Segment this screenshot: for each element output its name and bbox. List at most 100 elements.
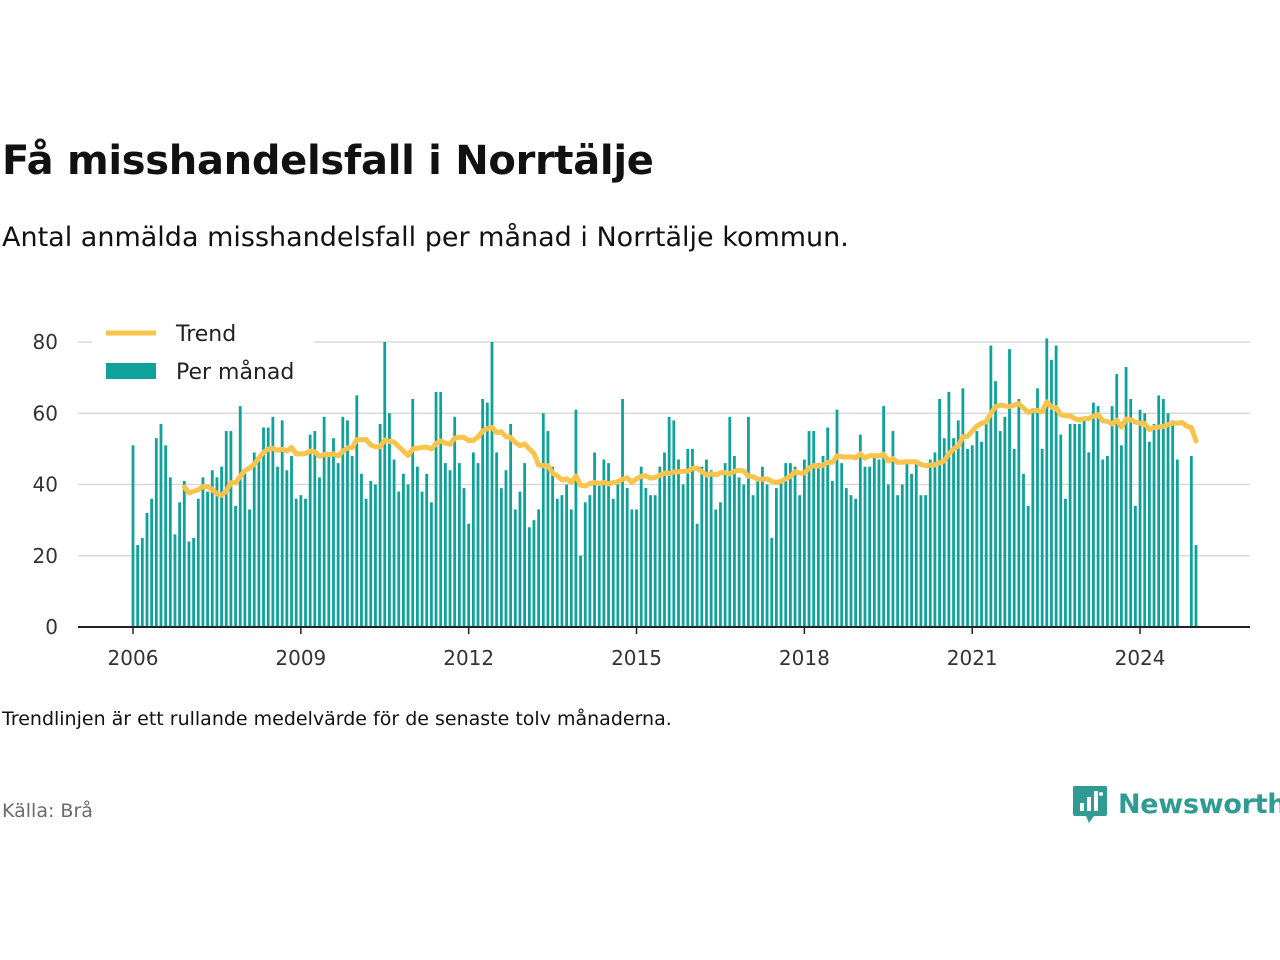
bar [495, 452, 499, 627]
bar [765, 484, 769, 627]
bar [975, 431, 979, 627]
bar [919, 495, 923, 627]
bar [182, 480, 186, 627]
bar [723, 463, 727, 627]
bar [332, 438, 335, 627]
bar [998, 431, 1002, 627]
bar [733, 456, 736, 627]
bar [597, 484, 601, 627]
bar [304, 498, 307, 627]
bar [1101, 459, 1105, 627]
bar [807, 431, 811, 627]
bar [252, 452, 256, 627]
bar [630, 509, 634, 627]
bar [868, 466, 872, 627]
bar [686, 448, 690, 627]
bar [201, 477, 205, 627]
chart-subtitle: Antal anmälda misshandelsfall per månad … [2, 222, 849, 253]
x-tick-label: 2012 [443, 646, 494, 670]
bar [537, 509, 541, 627]
bar [663, 452, 666, 627]
bar [961, 388, 965, 627]
bar [402, 473, 405, 627]
bar [788, 463, 792, 627]
y-tick-label: 20 [33, 544, 58, 568]
bar [1115, 374, 1119, 627]
bar [178, 502, 182, 627]
bar [276, 466, 279, 627]
bar [224, 431, 228, 627]
bar [1161, 399, 1165, 627]
bar [900, 484, 904, 627]
bar [355, 395, 359, 627]
bar [1064, 498, 1067, 627]
bar [322, 416, 326, 627]
bar [150, 498, 154, 627]
bar [518, 491, 522, 627]
bar [928, 459, 932, 627]
bar [802, 459, 806, 627]
bar [774, 488, 778, 627]
bar [397, 491, 401, 627]
bar [206, 491, 209, 627]
bar [1012, 448, 1016, 627]
bar [215, 477, 219, 627]
bar [187, 541, 191, 627]
bar [336, 463, 340, 627]
bar [1003, 416, 1007, 627]
bar [1096, 406, 1100, 627]
bar [677, 459, 680, 627]
bar [499, 488, 503, 627]
bar [313, 431, 317, 627]
y-tick-labels: 0 20 40 60 80 [33, 330, 58, 639]
y-tick-label: 60 [33, 401, 58, 425]
bar [294, 498, 298, 627]
bar [471, 452, 475, 627]
bar [1078, 423, 1081, 627]
bar [490, 342, 494, 627]
bar [364, 498, 368, 627]
bar [411, 399, 415, 627]
source-text: Källa: Brå [2, 800, 93, 822]
bar [854, 498, 858, 627]
bar [583, 502, 587, 627]
bar [728, 416, 732, 627]
bar [136, 545, 140, 627]
bar [812, 431, 816, 627]
bar [1045, 338, 1049, 627]
x-tick-label: 2015 [611, 646, 662, 670]
bar [457, 463, 461, 627]
bar [611, 498, 615, 627]
bar [705, 459, 708, 627]
bar [1050, 359, 1053, 627]
bar [280, 420, 284, 627]
legend: Trend Per månad [92, 315, 314, 393]
legend-bar-label: Per månad [176, 359, 294, 385]
y-tick-label: 40 [33, 473, 58, 497]
bar [970, 445, 974, 627]
bar [877, 459, 881, 627]
bar [560, 495, 564, 627]
bar [761, 466, 764, 627]
bar [602, 459, 606, 627]
bar [1026, 505, 1030, 627]
bar [388, 413, 391, 627]
bar [476, 463, 480, 627]
bar [271, 416, 275, 627]
bar [154, 438, 158, 627]
bar [649, 495, 652, 627]
bar [607, 463, 610, 627]
bar [933, 452, 937, 627]
bar [467, 523, 471, 627]
bar [1143, 413, 1147, 627]
bar [966, 448, 969, 627]
bar [891, 431, 895, 627]
bar [719, 502, 722, 627]
x-tick-label: 2006 [108, 646, 159, 670]
bar [1017, 399, 1021, 627]
bar [593, 452, 596, 627]
legend-bar-swatch [106, 363, 156, 379]
bar [616, 484, 620, 627]
bar [910, 473, 913, 627]
bar [625, 488, 629, 627]
